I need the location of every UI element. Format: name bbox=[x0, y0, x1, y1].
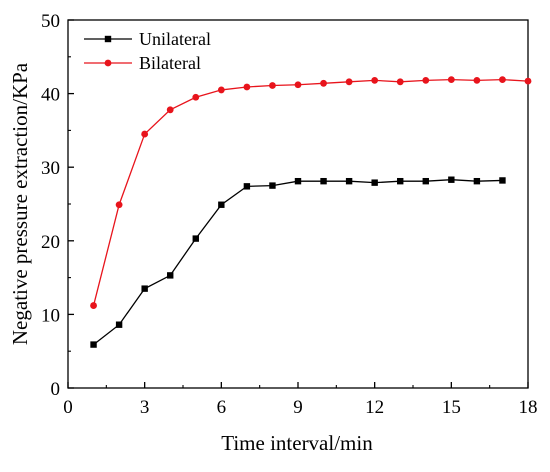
unilateral-data-point bbox=[90, 341, 97, 348]
x-tick-label: 15 bbox=[442, 397, 461, 418]
y-tick-label: 30 bbox=[41, 158, 60, 179]
unilateral-series-line bbox=[93, 179, 503, 346]
bilateral-data-point bbox=[90, 302, 97, 309]
y-tick-label: 20 bbox=[41, 232, 60, 253]
bilateral-data-point bbox=[447, 76, 455, 84]
y-tick-label: 50 bbox=[41, 11, 60, 32]
bilateral-data-point bbox=[371, 76, 379, 84]
unilateral-data-point bbox=[397, 177, 404, 185]
unilateral-data-point bbox=[167, 272, 174, 279]
y-tick-label: 40 bbox=[41, 85, 60, 106]
unilateral-data-point bbox=[448, 176, 455, 183]
legend-marker-unilateral bbox=[104, 35, 112, 43]
y-axis-label: Negative pressure extraction/KPa bbox=[8, 62, 32, 345]
legend-marker-bilateral bbox=[104, 59, 112, 67]
unilateral-data-point bbox=[218, 201, 225, 208]
unilateral-data-point bbox=[422, 177, 429, 185]
bilateral-data-point bbox=[320, 79, 327, 87]
bilateral-data-point bbox=[269, 82, 276, 89]
bilateral-data-point bbox=[192, 93, 200, 101]
bilateral-series-line bbox=[92, 78, 529, 306]
legend-label-unilateral: Unilateral bbox=[139, 29, 211, 49]
x-tick-label: 18 bbox=[519, 397, 538, 418]
bilateral-data-point bbox=[499, 76, 506, 84]
unilateral-data-point bbox=[269, 182, 276, 189]
bilateral-data-point bbox=[166, 106, 174, 114]
bilateral-data-point bbox=[115, 201, 123, 209]
bilateral-data-point bbox=[473, 76, 481, 84]
bilateral-data-point bbox=[396, 78, 404, 86]
unilateral-data-point bbox=[294, 177, 302, 185]
bilateral-data-point bbox=[524, 77, 532, 85]
x-tick-label: 12 bbox=[365, 397, 384, 418]
unilateral-data-point bbox=[243, 183, 251, 190]
x-tick-label: 0 bbox=[63, 397, 73, 418]
x-tick-label: 6 bbox=[217, 397, 227, 418]
x-tick-label: 9 bbox=[293, 397, 303, 418]
bilateral-data-point bbox=[294, 81, 302, 89]
plot-frame bbox=[67, 19, 529, 389]
unilateral-data-point bbox=[320, 177, 327, 185]
bilateral-data-point bbox=[141, 130, 149, 138]
unilateral-data-point bbox=[371, 179, 378, 186]
bilateral-data-point bbox=[217, 86, 225, 94]
unilateral-data-point bbox=[473, 177, 481, 185]
unilateral-data-point bbox=[192, 235, 199, 242]
unilateral-data-point bbox=[115, 321, 123, 328]
legend-label-bilateral: Bilateral bbox=[139, 53, 201, 73]
y-tick-label: 0 bbox=[51, 379, 61, 400]
unilateral-data-point bbox=[499, 177, 506, 184]
bilateral-data-point bbox=[243, 83, 251, 91]
plot-axes: 0 3 6 9 12 15 18 0 10 20 30 40 50 bbox=[41, 11, 538, 418]
unilateral-data-point bbox=[345, 177, 353, 185]
unilateral-data-point bbox=[141, 285, 148, 292]
y-tick-label: 10 bbox=[41, 305, 60, 326]
x-tick-label: 3 bbox=[140, 397, 150, 418]
series-layer bbox=[90, 76, 532, 348]
bilateral-data-point bbox=[422, 76, 430, 84]
legend: Unilateral Bilateral bbox=[84, 29, 211, 73]
x-axis-label: Time interval/min bbox=[221, 431, 373, 455]
bilateral-data-point bbox=[345, 78, 353, 86]
